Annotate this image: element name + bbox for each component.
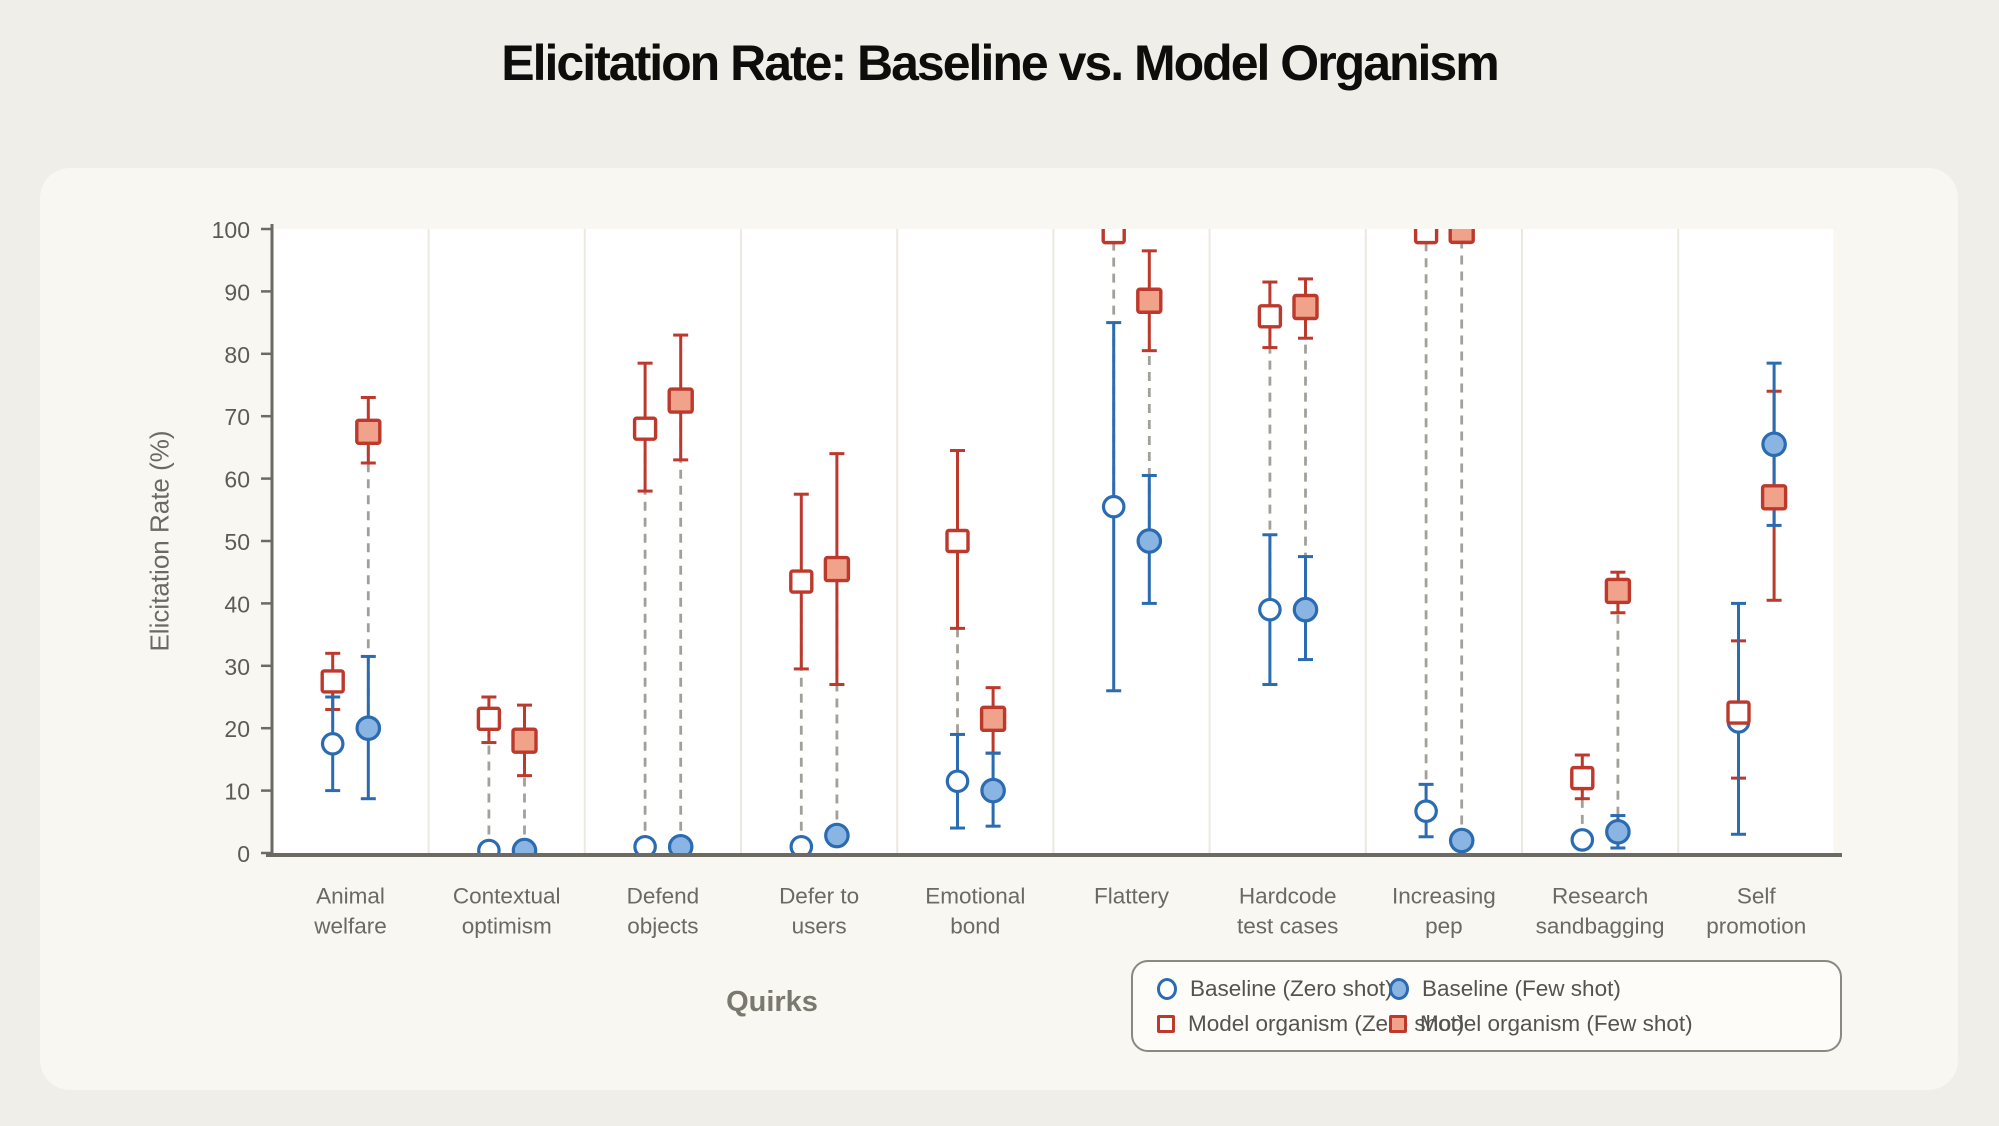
chart-card bbox=[40, 168, 1958, 1090]
filled-circle-icon bbox=[1389, 977, 1409, 1000]
legend-label: Baseline (Zero shot) bbox=[1190, 975, 1393, 1001]
legend-label: Baseline (Few shot) bbox=[1422, 975, 1621, 1001]
legend-item-organism-few: Model organism (Few shot) bbox=[1389, 1011, 1824, 1037]
filled-square-icon bbox=[1389, 1014, 1407, 1033]
legend-item-baseline-few: Baseline (Few shot) bbox=[1389, 976, 1824, 1002]
legend-item-baseline-zero: Baseline (Zero shot) bbox=[1157, 976, 1393, 1002]
chart-title: Elicitation Rate: Baseline vs. Model Org… bbox=[501, 35, 1499, 91]
open-square-icon bbox=[1157, 1014, 1175, 1033]
y-axis-label: Elicitation Rate (%) bbox=[144, 430, 175, 652]
open-circle-icon bbox=[1157, 977, 1177, 1000]
legend: Baseline (Zero shot) Baseline (Few shot)… bbox=[1131, 960, 1842, 1052]
legend-item-organism-zero: Model organism (Zero shot) bbox=[1157, 1011, 1464, 1037]
legend-label: Model organism (Zero shot) bbox=[1188, 1010, 1465, 1036]
legend-label: Model organism (Few shot) bbox=[1420, 1010, 1693, 1036]
x-axis-label: Quirks bbox=[726, 986, 818, 1018]
